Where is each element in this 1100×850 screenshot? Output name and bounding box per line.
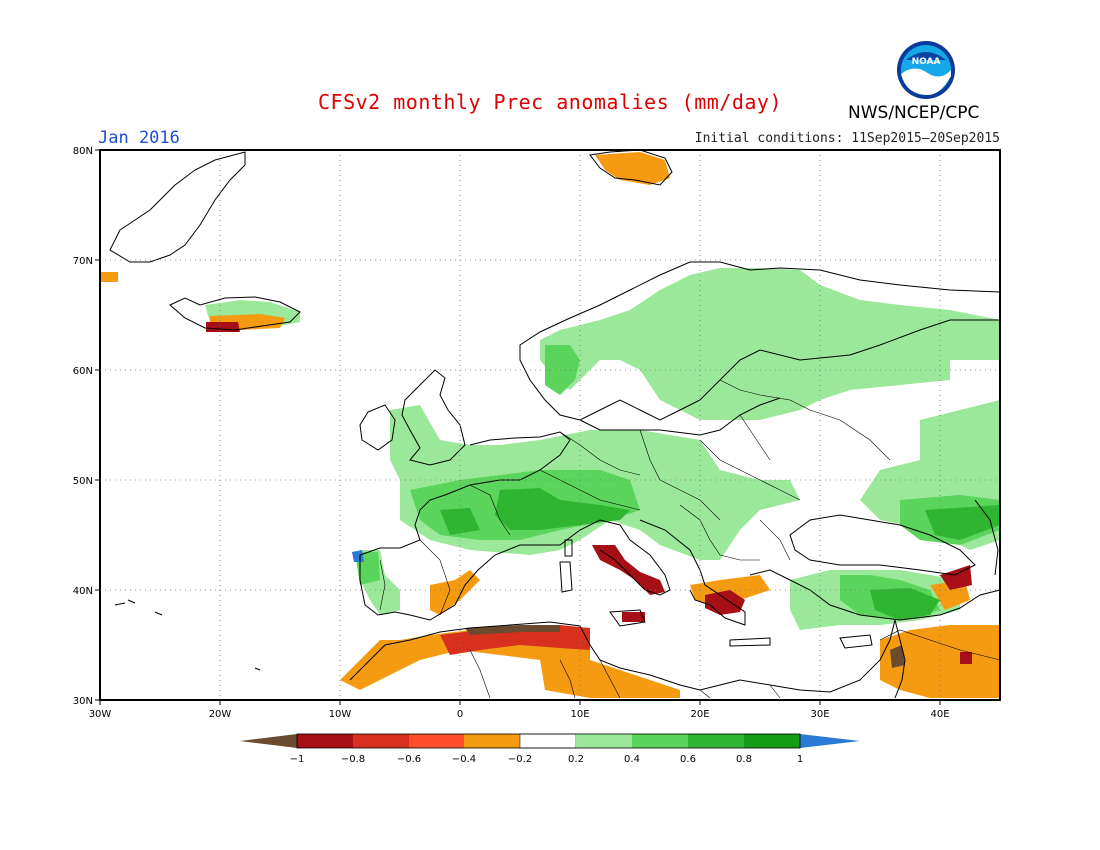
anomaly-iceland-red: [206, 322, 240, 332]
map-plot-area: 30N 40N 50N 60N 70N 80N 30W 20W 10W 0 10…: [73, 146, 1001, 720]
levant-coast: [894, 619, 906, 699]
country-borders: [379, 379, 1001, 699]
lon-label-30e: 30E: [810, 709, 829, 720]
anomaly-greenland-orange: [100, 272, 118, 282]
lon-label-10e: 10E: [570, 709, 589, 720]
azores-islands: [114, 599, 261, 671]
lon-label-40e: 40E: [930, 709, 949, 720]
anomaly-syria-red: [960, 652, 972, 664]
colorbar-label-1: −1: [290, 754, 305, 765]
lat-label-30: 30N: [73, 696, 93, 707]
lat-label-80: 80N: [73, 146, 93, 157]
colorbar-label-8: 0.6: [680, 754, 696, 765]
black-sea-coast: [789, 514, 976, 576]
cyprus-coast: [839, 634, 873, 649]
coastlines: [109, 149, 1001, 699]
adriatic-balkans-coast: [639, 519, 746, 626]
anomaly-sicily-red: [622, 612, 645, 622]
anomaly-spain-east-orange: [430, 570, 480, 615]
anomaly-turkey-dark-green: [870, 588, 940, 620]
colorbar-low-arrow: [240, 734, 297, 748]
lat-label-60: 60N: [73, 366, 93, 377]
anomaly-levant-orange: [880, 625, 1000, 698]
initial-conditions: Initial conditions: 11Sep2015–20Sep2015: [694, 131, 1000, 146]
anomaly-galicia-blue: [352, 550, 364, 562]
map-frame: [99, 149, 1001, 701]
graticule: [100, 150, 1000, 700]
noaa-logo-icon: NOAA: [897, 41, 955, 99]
colorbar-label-10: 1: [797, 754, 803, 765]
anomaly-north-africa-orange: [340, 625, 680, 698]
colorbar-labels: −1 −0.8 −0.6 −0.4 −0.2 0.2 0.4 0.6 0.8 1: [290, 754, 804, 765]
colorbar-box-4: [464, 734, 520, 748]
corsica-coast: [564, 539, 573, 557]
sicily-coast: [609, 609, 646, 627]
crete-coast: [729, 637, 771, 647]
lat-label-40: 40N: [73, 586, 93, 597]
anomaly-caucasus-dark-green: [925, 505, 1000, 540]
colorbar-label-4: −0.4: [452, 754, 476, 765]
anomaly-algeria-brown: [465, 625, 560, 635]
anomaly-italy-red: [592, 545, 665, 595]
colorbar-box-2: [353, 734, 409, 748]
anomaly-levant-brown: [890, 645, 905, 668]
colorbar-box-1: [297, 734, 353, 748]
colorbar-label-3: −0.6: [397, 754, 421, 765]
colorbar-box-8: [688, 734, 744, 748]
colorbar-box-9: [744, 734, 800, 748]
map-title: CFSv2 monthly Prec anomalies (mm/day): [317, 90, 783, 114]
caspian-coast: [974, 499, 999, 576]
colorbar-high-arrow: [800, 734, 860, 748]
scandinavia-coast: [519, 261, 1001, 421]
latitude-labels: 30N 40N 50N 60N 70N 80N: [73, 146, 93, 707]
colorbar-label-6: 0.2: [568, 754, 584, 765]
sardinia-coast: [559, 561, 573, 593]
lon-label-30w: 30W: [89, 709, 112, 720]
lon-label-0: 0: [457, 709, 463, 720]
colorbar-label-7: 0.4: [624, 754, 640, 765]
forecast-month: Jan 2016: [98, 128, 180, 148]
anomaly-norway-medium-green: [545, 345, 580, 395]
lon-label-20e: 20E: [690, 709, 709, 720]
north-africa-coast: [349, 619, 896, 693]
colorbar-legend: −1 −0.8 −0.6 −0.4 −0.2 0.2 0.4 0.6 0.8 1: [240, 733, 860, 765]
britain-coast: [401, 369, 466, 466]
lon-label-20w: 20W: [209, 709, 232, 720]
noaa-logo-text: NOAA: [912, 57, 941, 67]
colorbar-box-7: [632, 734, 688, 748]
colorbar-label-9: 0.8: [736, 754, 752, 765]
colorbar-box-6: [576, 734, 632, 748]
anomaly-svalbard-orange: [595, 152, 670, 185]
lat-label-70: 70N: [73, 256, 93, 267]
greenland-coast: [109, 151, 246, 263]
longitude-labels: 30W 20W 10W 0 10E 20E 30E 40E: [89, 709, 950, 720]
tick-marks: [95, 149, 941, 705]
ireland-coast: [359, 404, 396, 451]
colorbar-box-5: [519, 733, 577, 749]
colorbar-box-3: [409, 734, 464, 748]
colorbar-label-5: −0.2: [508, 754, 532, 765]
anomaly-levant-red: [940, 565, 972, 590]
aegean-turkey-coast: [749, 569, 1001, 621]
anomaly-alps-dark-green: [495, 488, 630, 530]
anomaly-bay-biscay-dark-green: [440, 508, 480, 535]
continental-coast: [359, 431, 671, 621]
iceland-coast: [169, 296, 301, 331]
anomaly-fields: [100, 152, 1000, 698]
lat-label-50: 50N: [73, 476, 93, 487]
lon-label-10w: 10W: [329, 709, 352, 720]
anomaly-scandinavia-light-green: [540, 268, 1000, 420]
colorbar-label-2: −0.8: [341, 754, 365, 765]
org-name: NWS/NCEP/CPC: [848, 103, 980, 123]
